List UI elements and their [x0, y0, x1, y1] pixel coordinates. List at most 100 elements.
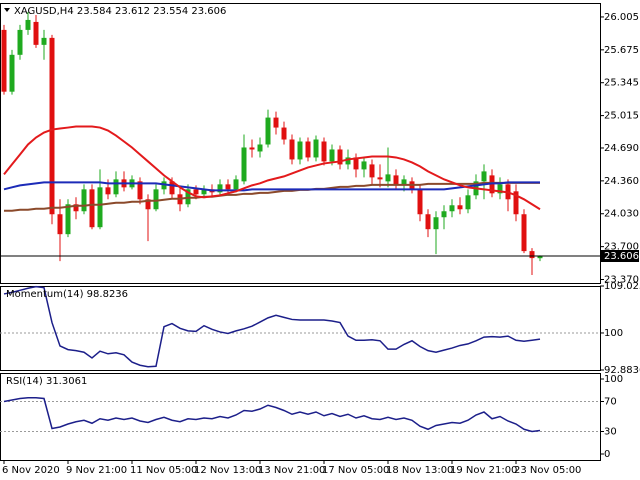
candle-body [25, 19, 31, 30]
y-tick-label: 100 [604, 328, 623, 339]
x-tick-label: 23 Nov 05:00 [514, 465, 581, 476]
candle-body [369, 164, 375, 178]
candle-body [521, 214, 527, 252]
candle-body [353, 157, 359, 170]
candle-body [401, 179, 407, 185]
y-tick-label: 24.360 [604, 176, 639, 187]
indicator-line [3, 285, 541, 368]
candle-body [145, 199, 151, 210]
candle-body [345, 157, 351, 165]
candle-body [305, 141, 311, 158]
candle-body [321, 141, 327, 162]
candle-body [41, 37, 47, 45]
candle-body [169, 181, 175, 195]
y-tick-label: 26.005 [604, 12, 639, 23]
panel-title: RSI(14) 31.3061 [6, 376, 87, 387]
candle-body [281, 127, 287, 140]
candle-body [425, 214, 431, 230]
panel-title: Momentum(14) 98.8236 [6, 289, 128, 300]
candle-body [137, 181, 143, 200]
candle-body [105, 187, 111, 195]
price-box [601, 249, 639, 262]
candle-body [361, 161, 367, 170]
candle-body [89, 189, 95, 228]
symbol-menu-arrow[interactable] [4, 8, 10, 12]
x-tick-label: 19 Nov 21:00 [450, 465, 517, 476]
candle-body [33, 21, 39, 45]
candle-body [233, 179, 239, 190]
candle-body [297, 141, 303, 160]
moving-average-line [3, 125, 541, 211]
candle-body [529, 251, 535, 259]
candle-body [457, 205, 463, 210]
candle-body [313, 139, 319, 158]
y-tick-label: 25.345 [604, 78, 639, 89]
moving-average-line [3, 181, 540, 192]
candle-body [537, 255, 543, 259]
moving-average-line [4, 181, 540, 212]
candle-body [393, 175, 399, 185]
candle-body [97, 187, 103, 228]
candle-body [417, 189, 423, 215]
indicator-line [3, 397, 541, 433]
candle-body [385, 174, 391, 182]
x-tick-label: 12 Nov 13:00 [194, 465, 261, 476]
price-label: 23.606 [604, 251, 639, 262]
candle-body [465, 195, 471, 210]
x-tick-label: 18 Nov 13:00 [386, 465, 453, 476]
candle-body [73, 204, 79, 212]
candle-body [441, 211, 447, 218]
x-tick-label: 13 Nov 21:00 [258, 465, 325, 476]
candle-body [153, 189, 159, 210]
panel-frame [0, 3, 601, 284]
x-tick-label: 9 Nov 21:00 [66, 465, 127, 476]
candle-body [481, 171, 487, 182]
y-tick-label: 0 [604, 449, 610, 460]
y-tick-label: 70 [604, 397, 617, 408]
candle-body [201, 189, 207, 195]
y-tick-label: 23.700 [604, 242, 639, 253]
y-tick-label: 24.690 [604, 143, 639, 154]
candle-body [241, 147, 247, 182]
candle-body [217, 184, 223, 193]
candle-body [337, 149, 343, 165]
candle-body [329, 149, 335, 162]
x-tick-label: 6 Nov 2020 [2, 465, 60, 476]
y-tick-label: 23.370 [604, 275, 639, 286]
candle-body [49, 37, 55, 215]
candle-body [81, 189, 87, 212]
panel-title: XAGUSD,H4 23.584 23.612 23.554 23.606 [14, 6, 226, 17]
candle-body [1, 29, 7, 92]
candle-body [225, 184, 231, 190]
candle-body [273, 117, 279, 128]
candle-body [265, 117, 271, 145]
candle-body [257, 144, 263, 152]
panel-frame [0, 286, 601, 371]
y-tick-label: 25.015 [604, 111, 639, 122]
candle-body [193, 189, 199, 195]
y-tick-label: 109.0251 [604, 281, 640, 292]
x-tick-label: 17 Nov 05:00 [322, 465, 389, 476]
candle-body [513, 191, 519, 215]
panel-frame [0, 373, 601, 461]
candle-body [449, 205, 455, 212]
candle-body [65, 204, 71, 235]
y-tick-label: 30 [604, 427, 617, 438]
candle-body [17, 29, 23, 55]
candle-body [113, 179, 119, 195]
y-tick-label: 92.8836 [604, 365, 640, 376]
candle-body [249, 147, 255, 150]
candle-body [497, 184, 503, 194]
x-tick-label: 11 Nov 05:00 [130, 465, 197, 476]
candle-body [433, 217, 439, 230]
y-tick-label: 24.030 [604, 209, 639, 220]
candle-body [57, 214, 63, 235]
y-tick-label: 100 [604, 374, 623, 385]
candle-body [289, 139, 295, 160]
y-tick-label: 25.675 [604, 45, 639, 56]
candle-body [9, 54, 15, 92]
candle-body [377, 177, 383, 180]
